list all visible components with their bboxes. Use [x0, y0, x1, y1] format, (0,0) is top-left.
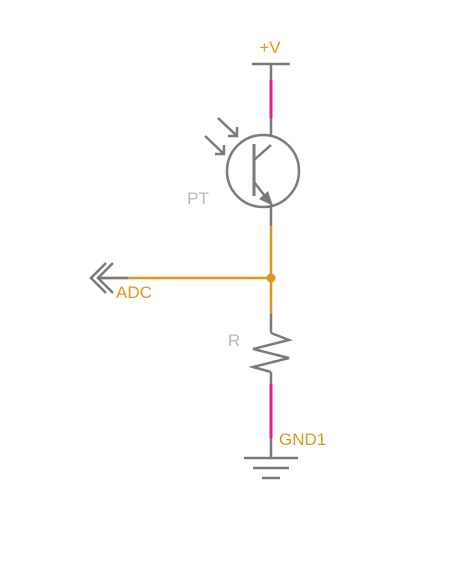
- resistor-zigzag: [248, 331, 294, 374]
- adc-net-label: ADC: [116, 283, 152, 302]
- supply-symbol: [252, 62, 290, 80]
- off-page-connector: [89, 262, 128, 294]
- supply-net-label: +V: [259, 38, 281, 57]
- ground-net-label: GND1: [279, 430, 326, 449]
- phototransistor-label: PT: [187, 189, 209, 208]
- ground-symbol: [244, 456, 298, 480]
- resistor-label: R: [228, 331, 240, 350]
- phototransistor-symbol: [225, 133, 301, 209]
- light-arrows: [204, 117, 239, 156]
- junction-dot: [266, 273, 276, 283]
